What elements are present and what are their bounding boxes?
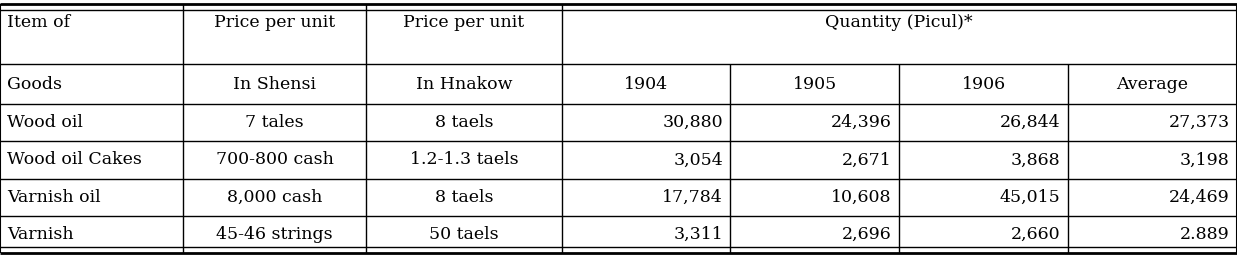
Text: 24,469: 24,469 xyxy=(1169,189,1230,206)
Text: 2,696: 2,696 xyxy=(842,226,892,243)
Text: Item of: Item of xyxy=(7,14,71,31)
Text: 45-46 strings: 45-46 strings xyxy=(216,226,333,243)
Text: 2,671: 2,671 xyxy=(842,151,892,169)
Text: 27,373: 27,373 xyxy=(1169,114,1230,131)
Text: Price per unit: Price per unit xyxy=(214,14,335,31)
Text: 45,015: 45,015 xyxy=(999,189,1061,206)
Text: 1.2-1.3 taels: 1.2-1.3 taels xyxy=(409,151,518,169)
Text: Wood oil Cakes: Wood oil Cakes xyxy=(7,151,142,169)
Text: In Shensi: In Shensi xyxy=(233,76,317,93)
Text: 1905: 1905 xyxy=(793,76,837,93)
Text: 10,608: 10,608 xyxy=(831,189,892,206)
Text: Varnish: Varnish xyxy=(7,226,74,243)
Text: 26,844: 26,844 xyxy=(999,114,1061,131)
Text: 3,054: 3,054 xyxy=(673,151,722,169)
Text: 2,660: 2,660 xyxy=(1011,226,1061,243)
Text: In Hnakow: In Hnakow xyxy=(416,76,512,93)
Text: Wood oil: Wood oil xyxy=(7,114,83,131)
Text: 50 taels: 50 taels xyxy=(429,226,499,243)
Text: Price per unit: Price per unit xyxy=(403,14,524,31)
Text: 8 taels: 8 taels xyxy=(434,189,494,206)
Text: 2.889: 2.889 xyxy=(1180,226,1230,243)
Text: 1904: 1904 xyxy=(623,76,668,93)
Text: 3,868: 3,868 xyxy=(1011,151,1061,169)
Text: Varnish oil: Varnish oil xyxy=(7,189,101,206)
Text: 3,198: 3,198 xyxy=(1180,151,1230,169)
Text: Average: Average xyxy=(1117,76,1189,93)
Text: 17,784: 17,784 xyxy=(662,189,722,206)
Text: 700-800 cash: 700-800 cash xyxy=(215,151,334,169)
Text: 8,000 cash: 8,000 cash xyxy=(226,189,323,206)
Text: 8 taels: 8 taels xyxy=(434,114,494,131)
Text: 7 tales: 7 tales xyxy=(245,114,304,131)
Text: 3,311: 3,311 xyxy=(673,226,722,243)
Text: 24,396: 24,396 xyxy=(831,114,892,131)
Text: 30,880: 30,880 xyxy=(662,114,722,131)
Text: 1906: 1906 xyxy=(961,76,1006,93)
Text: Quantity (Picul)*: Quantity (Picul)* xyxy=(825,14,974,31)
Text: Goods: Goods xyxy=(7,76,62,93)
